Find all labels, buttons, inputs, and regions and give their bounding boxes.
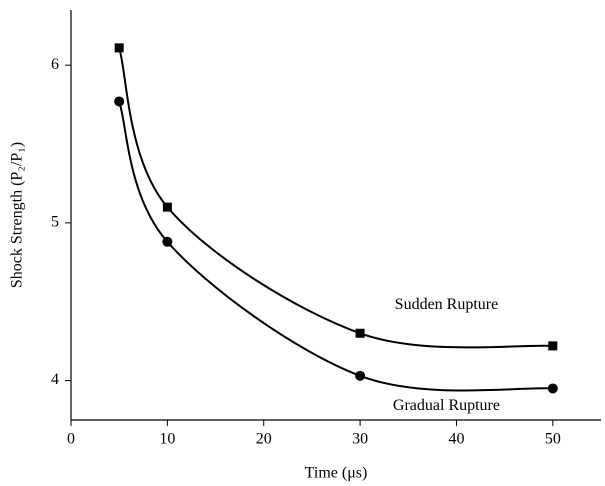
series-line [118,101,553,392]
marker [355,370,366,381]
x-tick-label: 30 [352,431,368,448]
marker [547,383,558,394]
series-label: Sudden Rupture [395,296,499,313]
marker [114,96,125,107]
x-tick-label: 20 [256,431,272,448]
marker [548,341,558,351]
x-tick-label: 50 [545,431,561,448]
marker [162,236,173,247]
x-axis-label: Time (μs) [305,465,368,482]
x-tick-label: 0 [67,431,75,448]
series-line [118,47,553,349]
x-tick-label: 40 [448,431,464,448]
y-tick-label: 6 [51,56,59,73]
marker [355,328,365,338]
y-tick-label: 4 [51,371,59,388]
series-label: Gradual Rupture [393,397,500,414]
marker [114,43,124,53]
x-tick-label: 10 [159,431,175,448]
y-axis-label: Shock Strength (P₂/P₁) [9,142,26,288]
y-tick-label: 5 [51,214,59,231]
marker [162,202,172,212]
